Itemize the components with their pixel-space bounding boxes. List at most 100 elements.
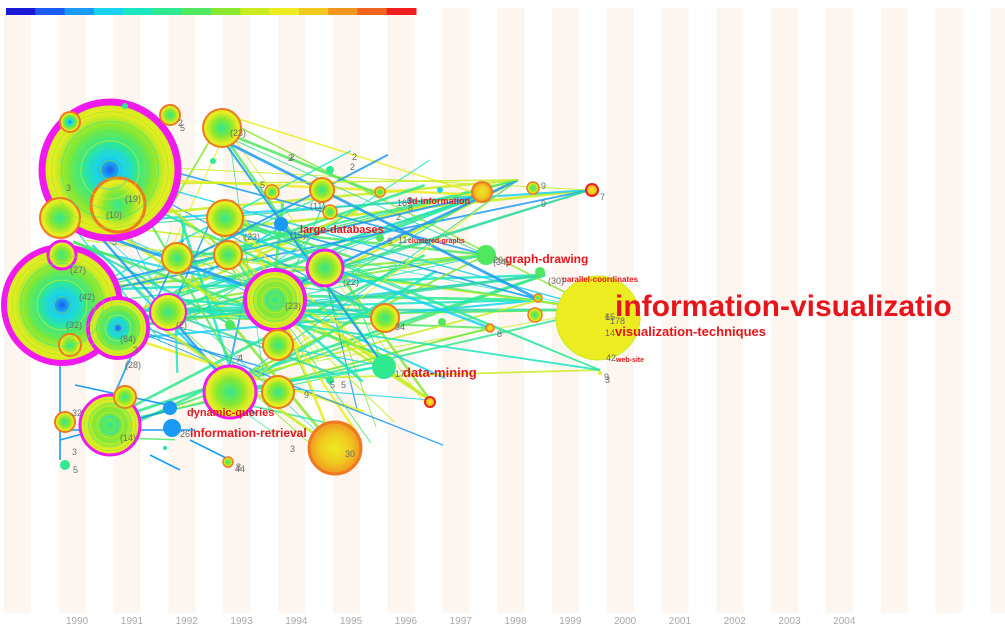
small-node[interactable] [376,234,384,242]
small-node[interactable] [476,245,496,265]
cluster-node[interactable] [307,420,363,476]
legend-swatch [35,8,66,15]
count-label: 8 [408,203,413,213]
node-ring [270,295,280,305]
small-node[interactable] [122,103,128,109]
small-node[interactable] [163,401,177,415]
keyword-large-databases[interactable]: large-databases [300,224,384,236]
keyword-graph-drawing[interactable]: graph-drawing [505,252,588,266]
small-node[interactable] [326,376,334,384]
small-node[interactable] [598,371,602,375]
cluster-node[interactable] [159,104,181,126]
citation-link [155,298,541,311]
count-label: 32 [72,408,82,418]
cluster-node[interactable] [113,385,137,409]
keyword-clustered-graphs[interactable]: clustered-graphs [408,238,465,245]
cluster-node[interactable] [161,242,193,274]
cluster-node[interactable] [585,183,599,197]
small-node[interactable] [163,419,181,437]
cluster-node[interactable] [264,184,280,200]
cluster-node[interactable] [213,240,243,270]
cluster-node[interactable] [202,108,242,148]
node-ring [257,282,293,318]
node-ring [91,301,145,355]
small-node[interactable] [225,320,235,330]
node-ring [70,130,150,210]
cluster-node[interactable] [54,411,76,433]
small-node[interactable] [372,355,396,379]
small-node[interactable] [437,187,443,193]
small-node[interactable] [407,197,413,203]
cluster-node[interactable] [261,375,295,409]
count-label: 11 [398,235,407,245]
citation-link [218,226,372,444]
legend-swatch [357,8,388,15]
legend-swatch [386,8,417,15]
cluster-node[interactable] [485,323,495,333]
cluster-node[interactable] [374,186,386,198]
count-label: (23) [285,301,301,311]
keyword-parallel-coordinates[interactable]: parallel-coordinates [562,275,639,284]
small-node[interactable] [274,217,288,231]
count-label: 42 [606,353,616,363]
legend-swatch [298,8,329,15]
cluster-node[interactable] [206,199,244,237]
node-ring [99,159,121,181]
keyword-dynamic-queries[interactable]: dynamic-queries [187,407,274,419]
cluster-node[interactable] [222,456,234,468]
count-label: (28) [125,360,141,370]
cluster-node[interactable] [471,181,493,203]
node-ring [80,140,140,200]
citation-link [172,313,336,376]
cluster-node[interactable] [305,248,345,288]
cluster-node[interactable] [424,396,436,408]
count-label: 7 [190,409,195,419]
citation-link [112,273,546,421]
keyword-information-visualization[interactable]: information-visualizatio [615,290,952,323]
cluster-node[interactable] [309,177,335,203]
cluster-node[interactable] [149,293,187,331]
year-label: 1995 [340,616,363,627]
cluster-node[interactable] [526,181,540,195]
small-node[interactable] [163,446,167,450]
node-ring [96,306,140,350]
cluster-node[interactable] [527,307,543,323]
cluster-node[interactable] [202,364,258,420]
legend-swatch [6,8,36,15]
year-axis: 1990 1991 1992 1993 1994 1995 1996 1997 1998 1999… [66,616,856,627]
keyword-3d-information[interactable]: 3d-information [407,196,470,206]
legend-swatch [64,8,95,15]
small-node[interactable] [326,166,334,174]
count-label: 2 [396,212,401,222]
count-label: 2 [352,152,357,162]
small-node[interactable] [60,460,70,470]
keyword-information-retrieval[interactable]: information-retrieval [190,426,307,440]
cluster-node[interactable] [262,329,294,361]
count-label: 5 [112,237,117,247]
count-label: (84) [120,334,136,344]
small-node[interactable] [438,318,446,326]
count-label: 5 [330,380,335,390]
keyword-data-mining[interactable]: data-mining [403,365,477,380]
keyword-labels: information-visualizatiovisualization-te… [187,196,952,440]
small-node[interactable] [210,158,216,164]
year-label: 2001 [669,616,692,627]
count-label: 2 [288,153,293,163]
keyword-web-site[interactable]: web-site [615,357,644,364]
node-ring [253,278,297,322]
keyword-visualization-techniques[interactable]: visualization-techniques [615,324,766,339]
small-node[interactable] [535,267,545,277]
cluster-node[interactable] [370,303,400,333]
count-label: (34) [493,257,509,267]
citation-link [79,246,386,320]
cluster-node[interactable] [555,275,641,361]
cluster-node[interactable] [58,333,82,357]
count-label: 8 [497,329,502,339]
node-ring [104,314,132,342]
cluster-node[interactable] [533,293,543,303]
cluster-node[interactable] [59,111,81,133]
cluster-node[interactable] [322,204,338,220]
cluster-node[interactable] [39,197,81,239]
